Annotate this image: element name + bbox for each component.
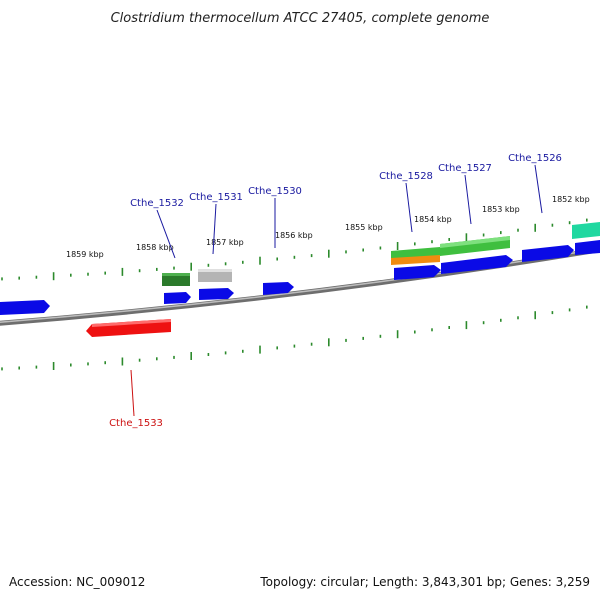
gene-label-1528[interactable]: Cthe_1528 (379, 171, 433, 182)
gene-teal-right[interactable] (572, 222, 600, 239)
leader-1528 (405, 182, 413, 233)
kbp-label-1859: 1859 kbp (66, 250, 104, 259)
kbp-label-1858: 1858 kbp (136, 243, 174, 252)
genome-backbone (0, 247, 600, 326)
kbp-labels: 1859 kbp 1858 kbp 1857 kbp 1856 kbp 1855… (66, 195, 590, 259)
genome-summary-text: Topology: circular; Length: 3,843,301 bp… (259, 575, 590, 589)
leader-1526 (534, 164, 543, 214)
leader-1531 (212, 203, 217, 255)
gene-cds-1533-hi (92, 319, 171, 327)
gene-cds-1528[interactable] (394, 265, 441, 280)
leader-1532 (156, 209, 176, 259)
gene-misc-1531-hi (198, 269, 232, 272)
gene-trna-1532[interactable] (162, 273, 190, 286)
accession-text: Accession: NC_009012 (9, 575, 145, 589)
gene-orange-1528[interactable] (391, 255, 440, 265)
gene-cds-1530[interactable] (263, 282, 294, 295)
gene-trna-1532-hi (162, 273, 190, 276)
kbp-label-1855: 1855 kbp (345, 223, 383, 232)
gene-cds-right[interactable] (575, 240, 600, 255)
leader-1527 (464, 174, 472, 225)
gene-label-1531[interactable]: Cthe_1531 (189, 192, 243, 203)
forward-genes (0, 222, 600, 315)
label-leaders (130, 164, 543, 417)
gene-cds-left[interactable] (0, 300, 50, 315)
leader-1533 (130, 369, 135, 417)
gene-rrna-1527-hi (440, 236, 510, 248)
gene-label-1527[interactable]: Cthe_1527 (438, 163, 492, 174)
gene-cds-1532[interactable] (164, 292, 191, 304)
kbp-label-1854: 1854 kbp (414, 215, 452, 224)
gene-cds-1527[interactable] (441, 255, 513, 274)
gene-label-1526[interactable]: Cthe_1526 (508, 153, 562, 164)
gene-label-1533[interactable]: Cthe_1533 (109, 418, 163, 429)
outer-tick-ring (1, 218, 588, 281)
kbp-label-1852: 1852 kbp (552, 195, 590, 204)
kbp-label-1853: 1853 kbp (482, 205, 520, 214)
gene-cds-1526[interactable] (522, 245, 574, 262)
kbp-label-1856: 1856 kbp (275, 231, 313, 240)
kbp-label-1857: 1857 kbp (206, 238, 244, 247)
inner-tick-ring (1, 305, 588, 371)
gene-misc-1531[interactable] (198, 269, 232, 282)
gene-label-1530[interactable]: Cthe_1530 (248, 186, 302, 197)
gene-labels: Cthe_1532 Cthe_1531 Cthe_1530 Cthe_1528 … (109, 153, 562, 429)
gene-label-1532[interactable]: Cthe_1532 (130, 198, 184, 209)
map-title: Clostridium thermocellum ATCC 27405, com… (111, 11, 490, 26)
gene-cds-1531[interactable] (199, 288, 234, 300)
